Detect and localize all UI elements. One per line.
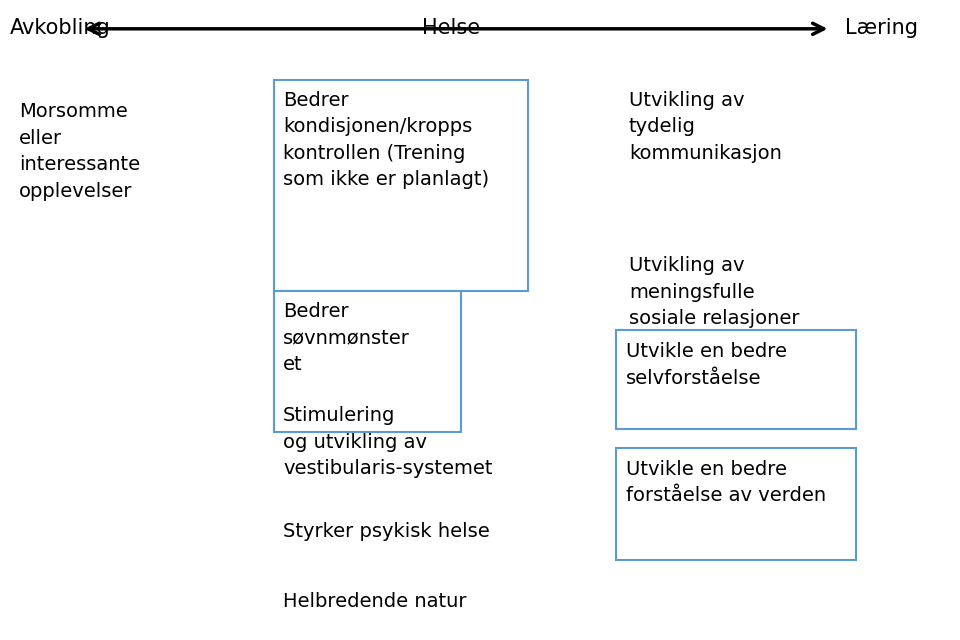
FancyBboxPatch shape xyxy=(616,448,856,560)
FancyBboxPatch shape xyxy=(616,330,856,429)
Text: Stimulering
og utvikling av
vestibularis-systemet: Stimulering og utvikling av vestibularis… xyxy=(283,406,492,479)
Text: Utvikle en bedre
forståelse av verden: Utvikle en bedre forståelse av verden xyxy=(626,460,826,505)
FancyBboxPatch shape xyxy=(274,291,461,432)
Text: Bedrer
søvnmønster
et: Bedrer søvnmønster et xyxy=(283,302,410,374)
Text: Utvikling av
tydelig
kommunikasjon: Utvikling av tydelig kommunikasjon xyxy=(629,91,781,163)
Text: Helbredende natur: Helbredende natur xyxy=(283,592,467,611)
FancyBboxPatch shape xyxy=(274,80,528,291)
Text: Helse: Helse xyxy=(422,17,480,38)
Text: Styrker psykisk helse: Styrker psykisk helse xyxy=(283,522,490,541)
Text: Bedrer
kondisjonen/kropps
kontrollen (Trening
som ikke er planlagt): Bedrer kondisjonen/kropps kontrollen (Tr… xyxy=(283,91,490,189)
Text: Utvikle en bedre
selvforståelse: Utvikle en bedre selvforståelse xyxy=(626,342,787,388)
Text: Læring: Læring xyxy=(845,17,918,38)
Text: Avkobling: Avkobling xyxy=(10,17,110,38)
Text: Utvikling av
meningsfulle
sosiale relasjoner: Utvikling av meningsfulle sosiale relasj… xyxy=(629,256,800,328)
Text: Morsomme
eller
interessante
opplevelser: Morsomme eller interessante opplevelser xyxy=(19,102,140,201)
